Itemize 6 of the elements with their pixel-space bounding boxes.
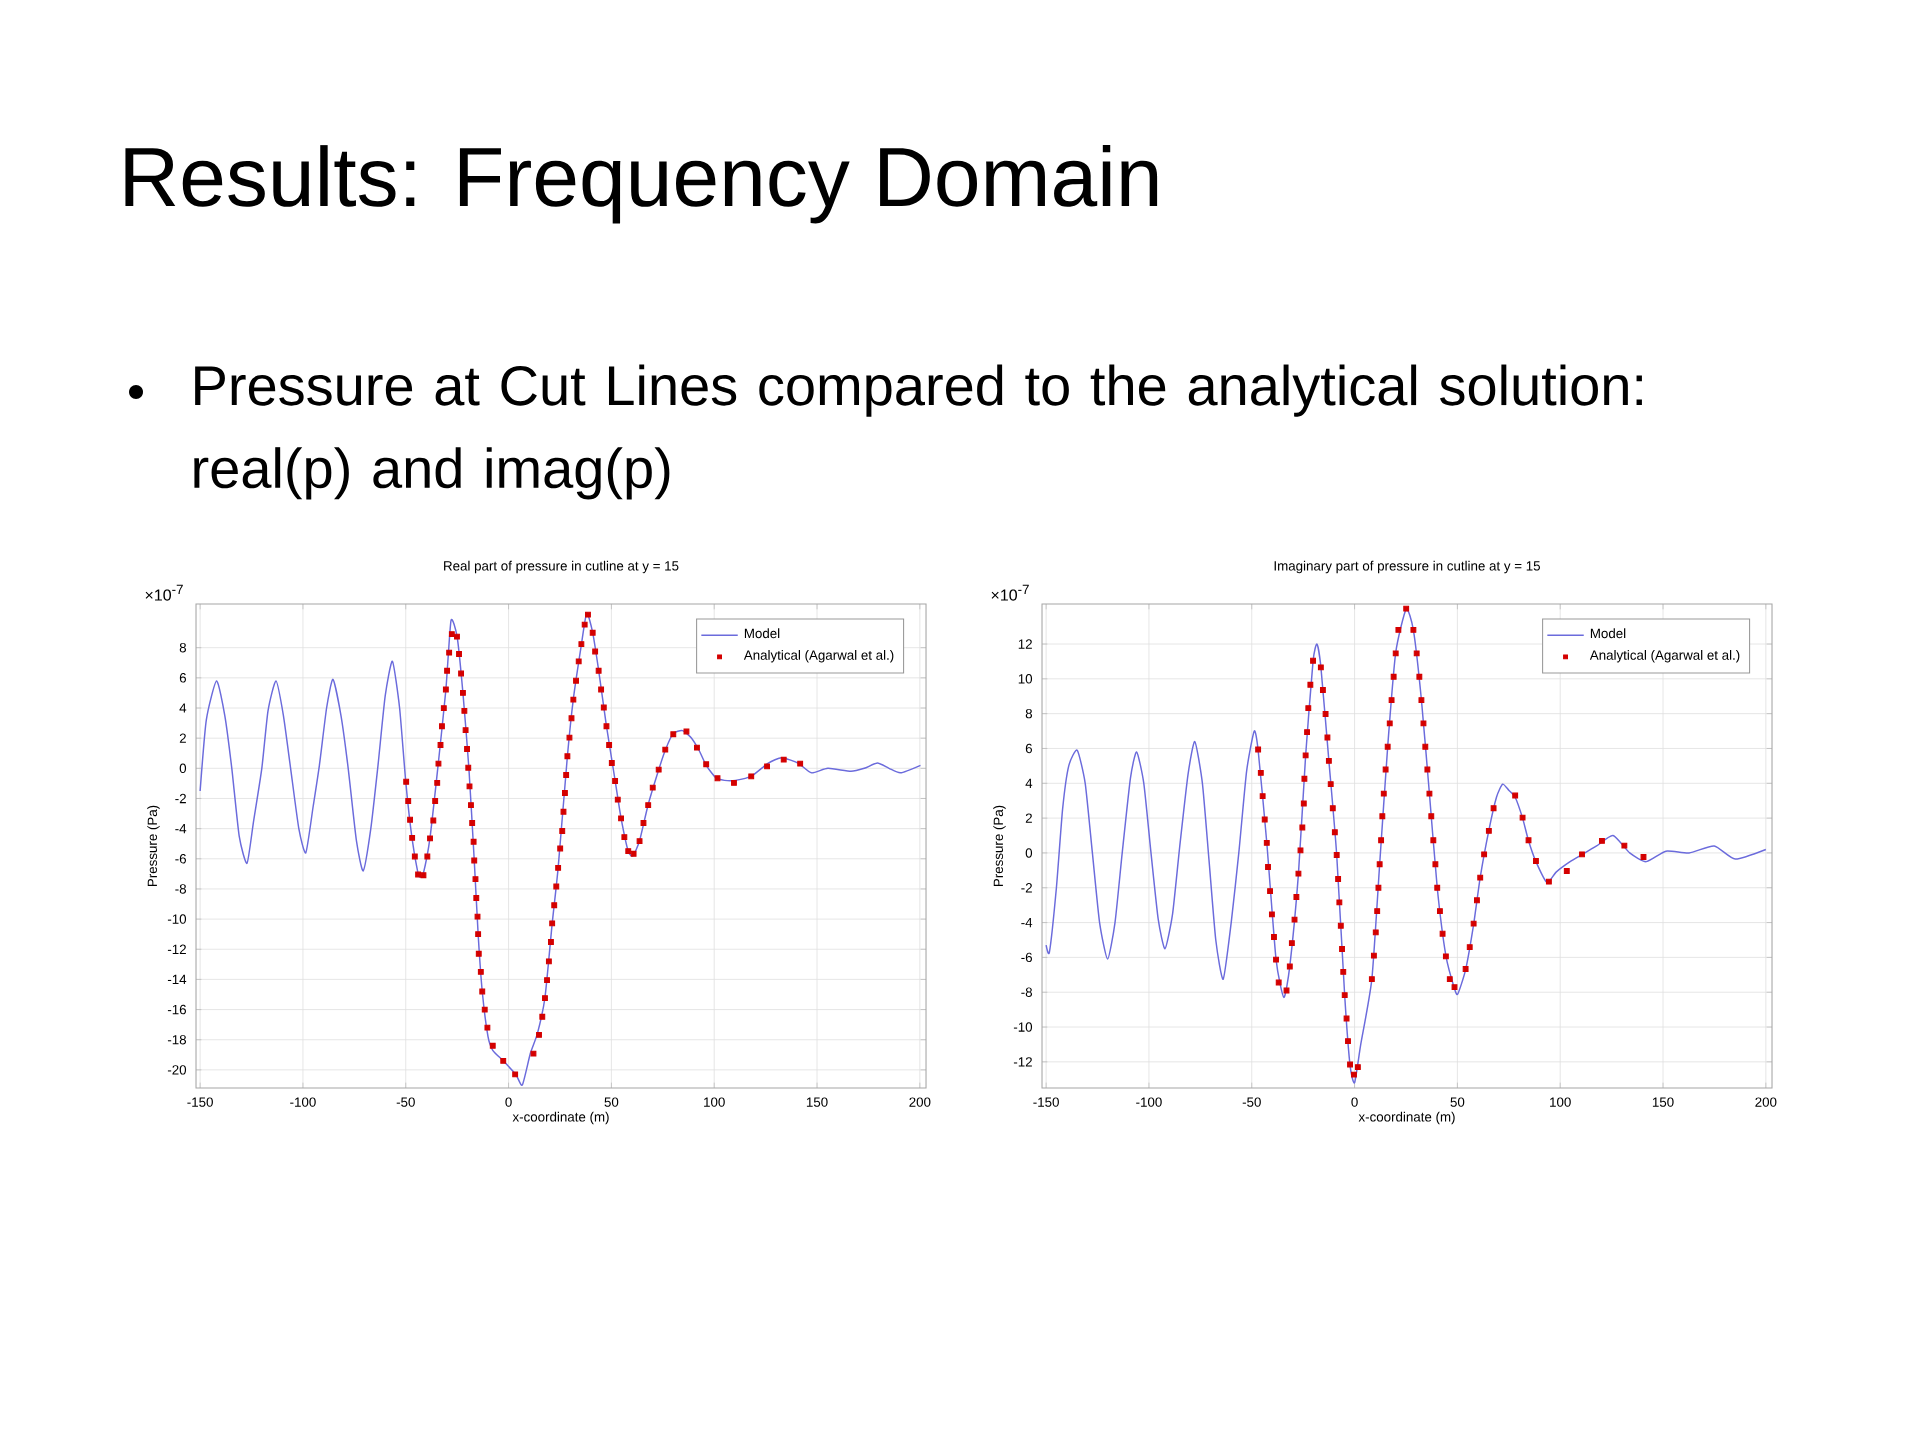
line-series: [1045, 608, 1767, 1084]
text: Pressure at Cut Lines compared to the analytical solution: real(p) and imag(p): [194, 364, 1642, 500]
text: ×10$^{-7}$: [991, 584, 1029, 601]
text: ×10$^{-7}$: [145, 584, 183, 601]
text: Results: Frequency Domain: [125, 145, 1158, 224]
line-series: [199, 612, 922, 1086]
